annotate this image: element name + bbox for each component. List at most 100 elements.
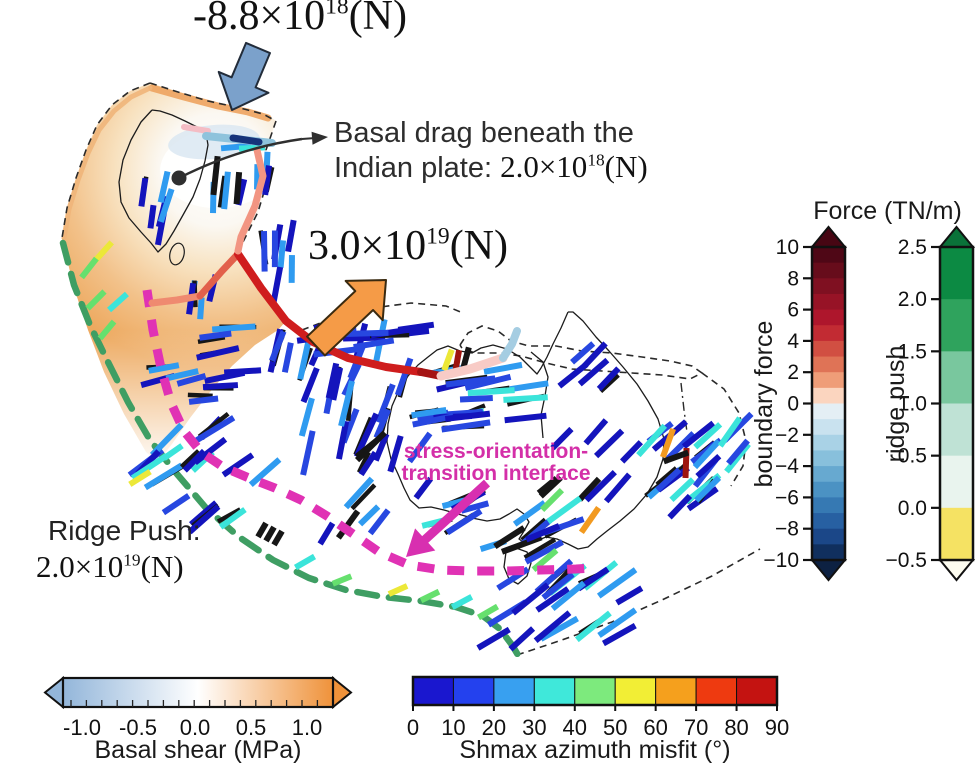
tick-label: 1.0	[292, 715, 323, 740]
stress-bar	[269, 330, 287, 362]
basal-drag-line2: Indian plate: 2.0×1018(N)	[334, 150, 744, 185]
tick-label: 0.0	[898, 497, 927, 520]
stress-bar	[277, 240, 287, 268]
stress-bar	[331, 573, 353, 587]
coastline	[503, 547, 532, 585]
stress-bar-observed	[179, 449, 201, 469]
stress-bar	[260, 231, 268, 272]
stress-bar-observed	[356, 451, 371, 474]
stress-bar	[524, 539, 564, 565]
stress-bar	[196, 345, 240, 361]
colorbar-segment	[412, 676, 454, 706]
stress-bar	[538, 475, 563, 499]
sri-lanka-coastline	[169, 242, 185, 266]
colorbar-segment	[812, 372, 845, 389]
basal-shear-outline	[61, 676, 335, 709]
colorbar-segment	[812, 262, 845, 279]
stress-bar	[107, 291, 129, 313]
stress-bar-observed	[350, 483, 377, 511]
stress-bar	[373, 432, 390, 462]
stress-bar	[202, 382, 239, 391]
tick-label: 6	[787, 299, 799, 322]
stress-bar	[317, 521, 336, 546]
tick-label: -1.0	[63, 715, 101, 740]
colorbar-segment	[940, 455, 973, 509]
colorbar-segment	[533, 676, 576, 706]
colorbar-segment	[940, 351, 973, 404]
stress-bar	[724, 442, 751, 474]
stress-bar	[199, 330, 232, 341]
stress-bar	[582, 341, 608, 369]
stress-bar	[223, 367, 262, 376]
tick-label: 0	[407, 715, 419, 740]
stress-bar	[271, 529, 285, 547]
tick-label: 90	[765, 715, 789, 740]
boundary-force-segment	[181, 124, 211, 134]
stress-bar	[603, 472, 632, 504]
stress-bar	[193, 436, 228, 466]
stress-bar	[539, 615, 579, 642]
tick-label: 1.5	[898, 340, 927, 363]
boundary-force-segment	[148, 292, 204, 307]
transition-line2: transition interface	[401, 462, 591, 485]
stress-bar	[578, 505, 602, 535]
colorbar-segment	[812, 481, 845, 498]
stress-bar	[161, 493, 191, 516]
stress-bar	[570, 341, 596, 365]
stress-bar	[233, 171, 243, 205]
colorbar-segment	[574, 676, 616, 706]
tick-label: −6	[775, 486, 799, 509]
transition-arrow	[406, 479, 491, 557]
stress-bar	[143, 462, 184, 491]
collision-force-label: 3.0×1019(N)	[288, 222, 528, 270]
stress-bar	[413, 476, 434, 500]
stress-bar	[508, 626, 536, 652]
tick-label: 8	[787, 267, 799, 290]
basal-drag-label: Basal drag beneath the Indian plate: 2.0…	[334, 116, 744, 185]
stress-bar	[694, 475, 722, 503]
stress-bar	[594, 428, 625, 459]
colorbar-segment	[812, 293, 845, 311]
stress-bar	[509, 380, 549, 393]
stress-bar	[541, 571, 575, 601]
tick-label: 30	[522, 715, 546, 740]
stress-bar	[397, 321, 435, 333]
shear-fringe	[148, 84, 272, 122]
stress-bar	[601, 623, 637, 647]
tick-label: 70	[684, 715, 708, 740]
stress-bar	[221, 452, 255, 478]
force-unit: (N)	[348, 0, 407, 39]
stress-bar	[130, 453, 169, 481]
colorbar-segment	[812, 466, 845, 483]
stress-bar	[79, 256, 99, 280]
stress-bar	[195, 415, 236, 443]
stress-bar	[293, 553, 317, 571]
stress-bar-observed	[655, 466, 678, 487]
stress-bar	[503, 394, 548, 403]
stress-bar-observed	[216, 507, 242, 524]
basal-drag-leader-arrowhead	[301, 131, 328, 145]
stress-bar	[655, 467, 682, 493]
tick-label: -0.5	[119, 715, 157, 740]
stress-bar	[464, 373, 512, 391]
stress-bar	[353, 337, 395, 351]
stress-bar-observed	[217, 175, 227, 208]
colorbar-segment	[736, 676, 778, 706]
shear-fringe	[61, 85, 153, 241]
colorbar-segment	[940, 299, 973, 352]
stress-bar	[387, 435, 404, 473]
stress-bar	[583, 418, 609, 446]
ridge-push-label: Ridge Push:	[48, 515, 201, 546]
stress-bar	[188, 395, 219, 405]
stress-bar	[255, 521, 269, 539]
tick-label: −4	[775, 455, 799, 478]
stress-bar	[373, 408, 392, 439]
stress-bar	[148, 362, 180, 374]
stress-bar	[584, 470, 617, 503]
force-exponent: 18	[325, 0, 349, 20]
stress-bar	[615, 585, 644, 606]
stress-bar	[157, 170, 171, 203]
stress-bar	[681, 420, 716, 449]
tick-label: 20	[482, 715, 506, 740]
basin-blue-patch	[168, 124, 260, 160]
